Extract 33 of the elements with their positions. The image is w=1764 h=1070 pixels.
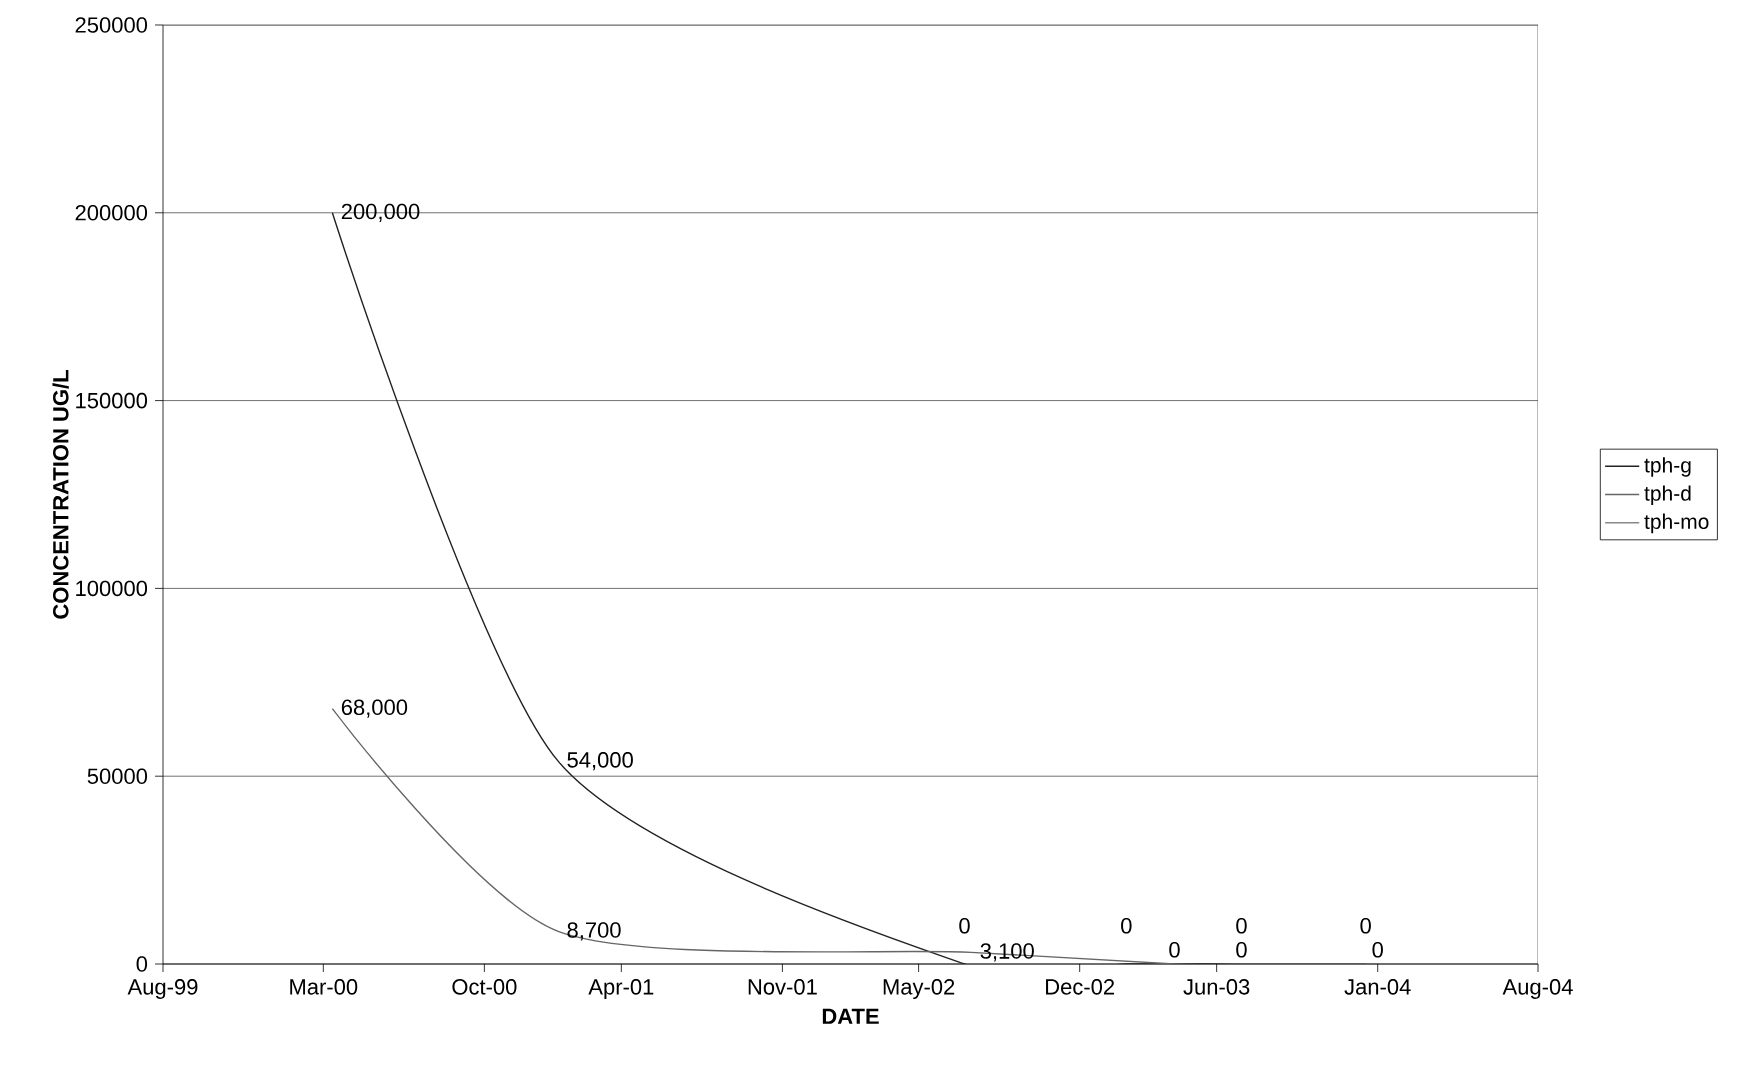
data-label: 0 [1236,918,1247,934]
legend-label: tph-g [1644,457,1691,477]
x-tick-label: Jun-03 [1183,979,1250,995]
legend-label: tph-mo [1644,513,1709,534]
x-tick-label: Nov-01 [748,979,817,995]
y-tick-label: 250000 [75,17,148,33]
y-tick-label: 0 [136,956,148,972]
x-tick-label: Dec-02 [1046,979,1115,995]
y-tick-label: 100000 [76,580,148,597]
data-label: 0 [1372,942,1383,958]
data-label: 0 [1236,942,1247,958]
data-label: 54,000 [567,752,633,771]
y-tick-label: 150000 [76,392,148,409]
data-label: 200,000 [341,203,420,222]
x-tick-label: Oct-00 [452,979,517,995]
x-tick-label: Mar-00 [290,979,358,995]
data-label: 0 [1360,918,1371,934]
y-tick-label: 200000 [75,205,148,221]
data-label: 0 [1121,918,1132,934]
x-tick-label: Jan-04 [1344,979,1411,995]
x-axis-title: DATE [822,1008,879,1024]
data-label: 68,000 [341,699,408,718]
data-label: 3,100 [980,943,1034,962]
x-tick-label: Apr-01 [588,979,654,999]
data-label: 0 [959,918,970,934]
x-tick-label: May-02 [883,979,955,999]
legend-label: tph-d [1644,485,1691,505]
y-axis-title: CONCENTRATION UG/L [52,370,69,619]
x-tick-label: Aug-99 [127,979,198,999]
data-label: 8,700 [567,922,621,941]
x-tick-label: Aug-04 [1502,979,1573,999]
data-label: 0 [1169,942,1180,958]
y-tick-label: 50000 [87,768,148,784]
